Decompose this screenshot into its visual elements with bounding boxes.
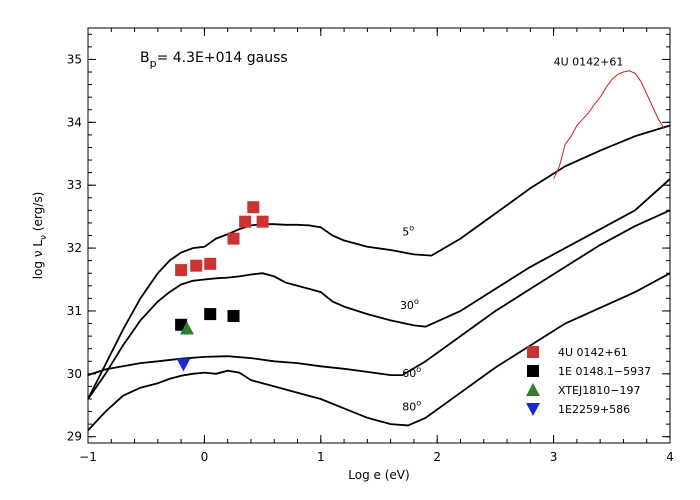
field-annotation-b: B bbox=[140, 50, 150, 66]
data-point-series-1 bbox=[204, 308, 217, 321]
y-tick-label: 33 bbox=[67, 178, 82, 192]
curve-label-angle: 80 bbox=[402, 400, 416, 413]
y-tick-label: 30 bbox=[67, 367, 82, 381]
model-curve-80 bbox=[87, 272, 671, 432]
curve-label-degree: o bbox=[409, 224, 414, 233]
curve-label-degree: o bbox=[414, 297, 419, 306]
y-axis-label-sub: ν bbox=[39, 235, 49, 240]
data-point-series-0 bbox=[239, 215, 252, 228]
field-annotation-value: = 4.3E+014 gauss bbox=[157, 50, 288, 66]
curve-label-5: 5o bbox=[402, 224, 414, 239]
observed-spectrum: 4U 0142+61 bbox=[553, 56, 665, 180]
observed-spectrum-label: 4U 0142+61 bbox=[554, 56, 624, 69]
x-tick-label: 4 bbox=[666, 450, 674, 464]
observed-spectrum-line bbox=[553, 70, 665, 180]
legend-marker-0 bbox=[527, 346, 539, 358]
y-tick-label: 32 bbox=[67, 241, 82, 255]
data-point-series-0 bbox=[247, 201, 260, 214]
legend-label-0: 4U 0142+61 bbox=[558, 346, 628, 359]
field-annotation: Bp= 4.3E+014 gauss bbox=[140, 50, 288, 70]
data-point-series-3 bbox=[176, 358, 191, 372]
legend-label-3: 1E2259+586 bbox=[558, 403, 630, 416]
curve-label-angle: 5 bbox=[402, 226, 409, 239]
y-tick-label: 34 bbox=[67, 115, 82, 129]
x-tick-label: 3 bbox=[550, 450, 558, 464]
data-point-series-0 bbox=[190, 259, 203, 272]
data-point-series-2 bbox=[179, 321, 194, 335]
curve-label-30: 30o bbox=[400, 297, 419, 312]
curve-label-degree: o bbox=[416, 365, 421, 374]
model-curve-30 bbox=[87, 178, 671, 400]
data-point-series-0 bbox=[256, 215, 269, 228]
x-tick-label: 2 bbox=[433, 450, 441, 464]
y-tick-label: 31 bbox=[67, 304, 82, 318]
curve-label-angle: 60 bbox=[402, 367, 416, 380]
legend-label-2: XTEJ1810−197 bbox=[558, 384, 640, 397]
data-point-series-1 bbox=[227, 309, 240, 322]
data-point-series-0 bbox=[175, 264, 188, 277]
legend: 4U 0142+61 1E 0148.1−5937 XTEJ1810−197 1E22… bbox=[526, 346, 651, 416]
model-curves bbox=[87, 124, 671, 432]
field-annotation-sub: p bbox=[150, 57, 157, 70]
y-axis-label-unit: (erg/s) bbox=[31, 192, 45, 235]
y-tick-label: 35 bbox=[67, 52, 82, 66]
curve-label-60: 60o bbox=[402, 365, 421, 380]
y-tick-label: 29 bbox=[67, 430, 82, 444]
legend-marker-3 bbox=[526, 403, 540, 416]
legend-label-1: 1E 0148.1−5937 bbox=[558, 365, 651, 378]
x-tick-label: 1 bbox=[317, 450, 325, 464]
x-tick-label: 0 bbox=[201, 450, 209, 464]
curve-label-angle: 30 bbox=[400, 299, 414, 312]
curve-label-degree: o bbox=[416, 398, 421, 407]
model-curve-60 bbox=[87, 209, 671, 377]
data-point-series-0 bbox=[204, 257, 217, 270]
legend-marker-1 bbox=[527, 365, 539, 377]
data-points bbox=[175, 201, 269, 372]
x-tick-label: −1 bbox=[79, 450, 97, 464]
legend-marker-2 bbox=[526, 383, 540, 396]
curve-label-80: 80o bbox=[402, 398, 421, 413]
y-axis-label: log ν Lν (erg/s) bbox=[31, 192, 49, 280]
data-point-series-0 bbox=[227, 232, 240, 245]
model-curve-5 bbox=[87, 124, 671, 400]
x-axis-label: Log e (eV) bbox=[348, 468, 409, 482]
y-axis-label-main: log ν L bbox=[31, 240, 45, 280]
